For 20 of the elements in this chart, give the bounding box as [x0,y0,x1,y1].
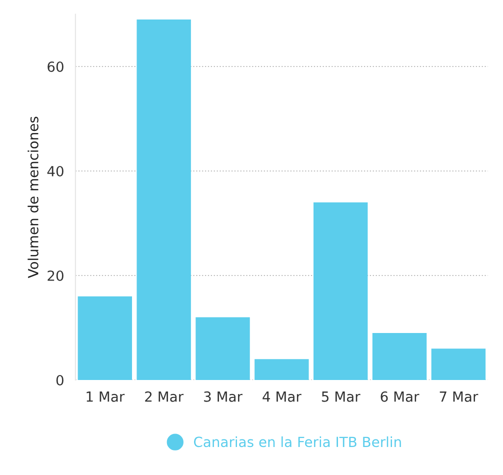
legend-label: Canarias en la Feria ITB Berlin [194,436,401,448]
x-tick-label: 7 Mar [440,392,478,402]
bar [431,348,486,380]
x-tick-label: 6 Mar [380,391,420,402]
y-axis-title: Volumen de menciones [28,116,38,278]
bar [196,317,250,380]
bar [314,202,368,380]
bar [136,19,191,380]
y-tick-label: 20 [48,270,64,281]
bar [254,359,309,380]
bar [78,296,132,380]
x-tick-label: 4 Mar [262,392,302,402]
x-tick-label: 2 Mar [145,391,184,402]
y-tick-label: 60 [48,61,64,72]
y-tick-label: 0 [56,374,64,386]
y-tick-label: 40 [47,166,64,176]
x-tick-label: 5 Mar [322,392,360,402]
x-tick-label: 1 Mar [86,392,125,402]
x-tick-label: 3 Mar [204,391,242,402]
bar [372,332,427,380]
